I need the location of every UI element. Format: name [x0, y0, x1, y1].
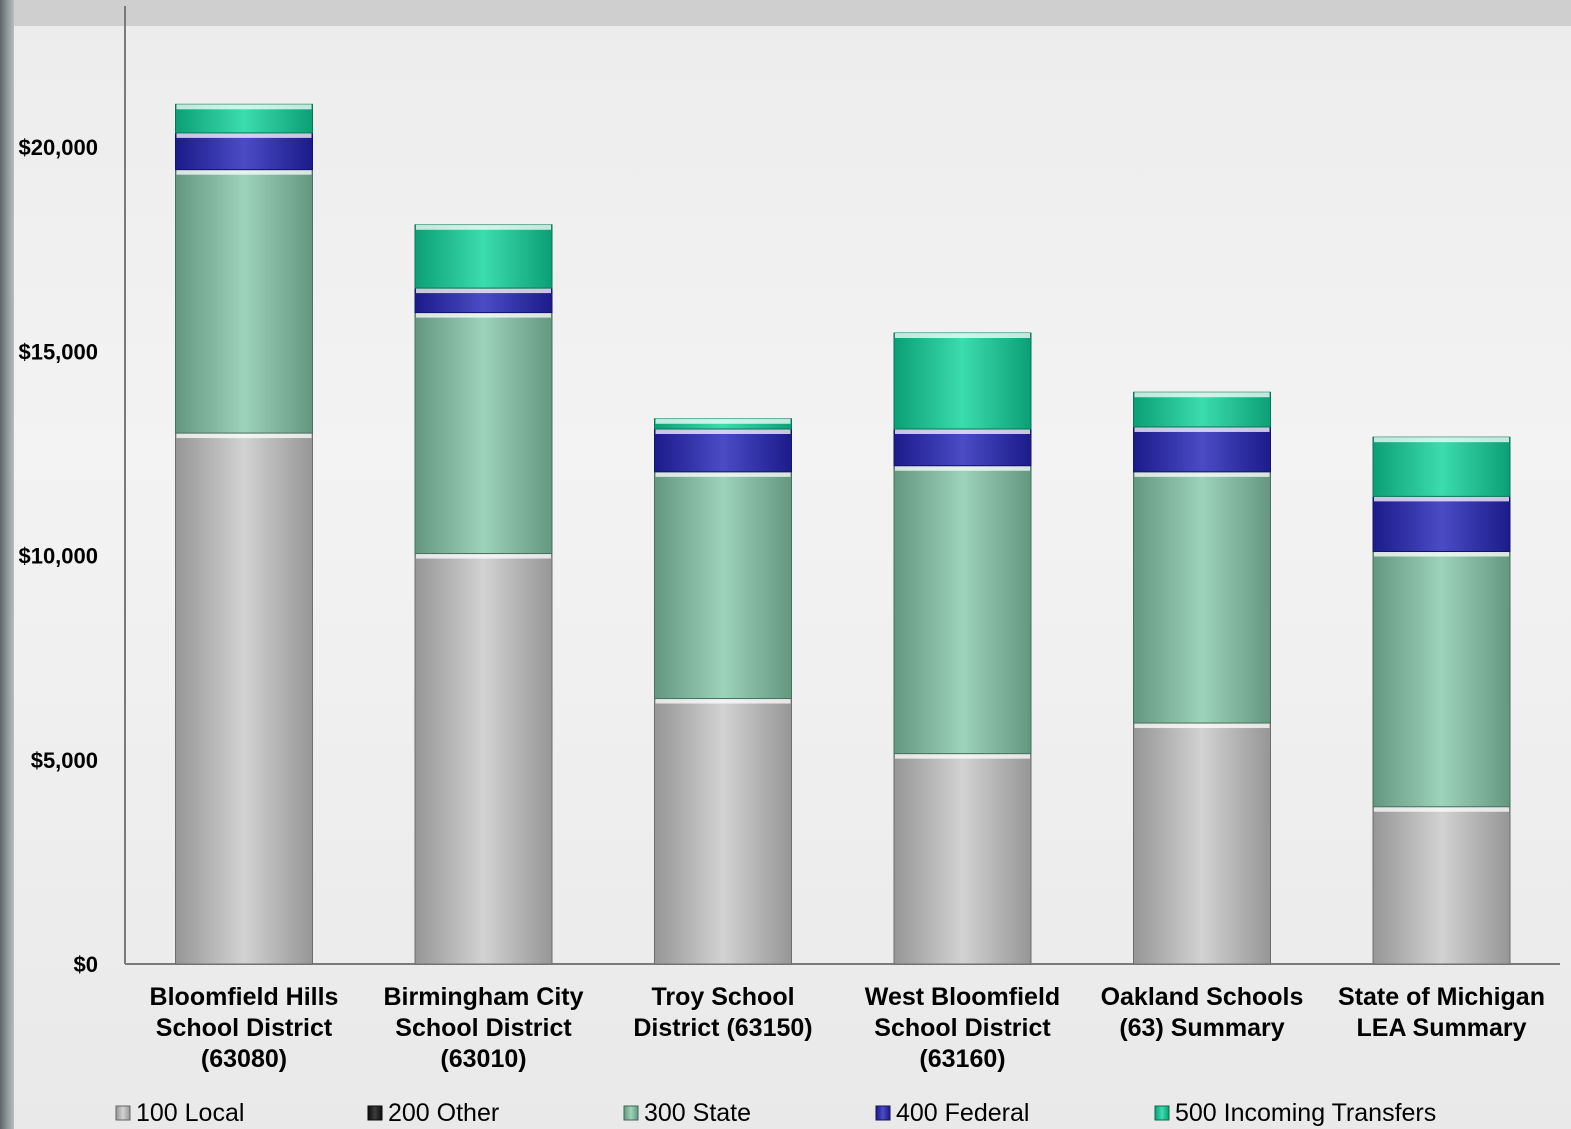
- bar-segment-highlight: [1134, 426, 1270, 432]
- legend-label: 300 State: [644, 1099, 751, 1127]
- bar-segment-highlight: [655, 698, 791, 704]
- legend-label: 200 Other: [388, 1099, 499, 1127]
- bar-segment: [1372, 436, 1511, 497]
- bar-segment: [654, 698, 792, 965]
- category-label: Troy School District (63150): [633, 983, 812, 1042]
- category-label: State of Michigan LEA Summary: [1338, 983, 1545, 1042]
- bar-segment-highlight: [176, 169, 312, 175]
- bar-segment: [1372, 495, 1511, 553]
- bar-segment-highlight: [1134, 723, 1270, 729]
- bar-segment: [893, 428, 1032, 467]
- bar-segment: [175, 132, 313, 171]
- bar-segment: [414, 553, 553, 965]
- bar-segment: [414, 312, 553, 555]
- bar-segment: [414, 224, 553, 289]
- chart-bars: [175, 103, 1511, 965]
- category-label: Bloomfield Hills School District (63080): [150, 983, 339, 1073]
- bar-segment: [1372, 551, 1511, 808]
- bar-segment: [654, 471, 792, 700]
- bar-segment-highlight: [1374, 551, 1509, 557]
- legend-swatch: [623, 1105, 639, 1121]
- bar-segment-highlight: [1374, 496, 1509, 502]
- chart-legend: 100 Local 200 Other 300 State 400 Federal 50…: [115, 1099, 1436, 1127]
- top-decorative-band: [14, 0, 1571, 26]
- legend-swatch: [1154, 1105, 1170, 1121]
- bar-segment: [1133, 391, 1271, 428]
- legend-swatch: [115, 1105, 131, 1121]
- legend-swatch: [367, 1105, 383, 1121]
- bar-segment-highlight: [1374, 437, 1509, 443]
- bar-segment-highlight: [1134, 392, 1270, 398]
- y-tick-label: $20,000: [18, 135, 98, 160]
- bar-segment-highlight: [895, 428, 1030, 434]
- bar-segment-highlight: [176, 132, 312, 138]
- bar-segment: [893, 465, 1032, 755]
- category-label: Oakland Schools (63) Summary: [1101, 983, 1304, 1042]
- bar-segment: [893, 753, 1032, 965]
- y-tick-label: $10,000: [18, 544, 98, 569]
- bar-segment-highlight: [655, 428, 791, 434]
- chart-axes: [124, 6, 1560, 965]
- bar-segment-highlight: [1374, 806, 1509, 812]
- legend-label: 500 Incoming Transfers: [1175, 1099, 1436, 1127]
- y-tick-label: $5,000: [31, 748, 98, 773]
- bar-segment: [1372, 806, 1511, 965]
- bar-segment-highlight: [895, 465, 1030, 471]
- bar-segment-highlight: [176, 433, 312, 439]
- category-label: West Bloomfield School District (63160): [865, 983, 1060, 1073]
- y-tick-label: $15,000: [18, 339, 98, 364]
- y-tick-label: $0: [74, 952, 98, 977]
- bar-segment: [654, 428, 792, 473]
- legend-swatch: [875, 1105, 891, 1121]
- bar-segment: [175, 432, 313, 965]
- bar-segment-highlight: [416, 553, 551, 559]
- y-axis-ticks: $0 $5,000 $10,000 $15,000 $20,000: [18, 135, 98, 977]
- bar-segment: [1133, 722, 1271, 965]
- x-axis-categories: Bloomfield Hills School District (63080) Bi…: [150, 983, 1545, 1073]
- bar-segment: [175, 169, 313, 434]
- category-label: Birmingham City School District (63010): [383, 983, 583, 1073]
- bar-segment-highlight: [895, 333, 1030, 339]
- legend-label: 400 Federal: [896, 1099, 1029, 1127]
- bar-segment: [1133, 471, 1271, 724]
- bar-segment-highlight: [655, 471, 791, 477]
- bar-segment: [1133, 426, 1271, 473]
- bar-segment-highlight: [416, 224, 551, 230]
- left-decorative-strip: [0, 0, 14, 1129]
- bar-segment-highlight: [416, 288, 551, 294]
- legend-label: 100 Local: [136, 1099, 244, 1127]
- bar-segment-highlight: [176, 104, 312, 110]
- bar-segment: [893, 332, 1032, 430]
- bar-segment-highlight: [416, 312, 551, 318]
- bar-segment-highlight: [1134, 471, 1270, 477]
- bar-segment-highlight: [895, 753, 1030, 759]
- bar-segment-highlight: [655, 418, 791, 424]
